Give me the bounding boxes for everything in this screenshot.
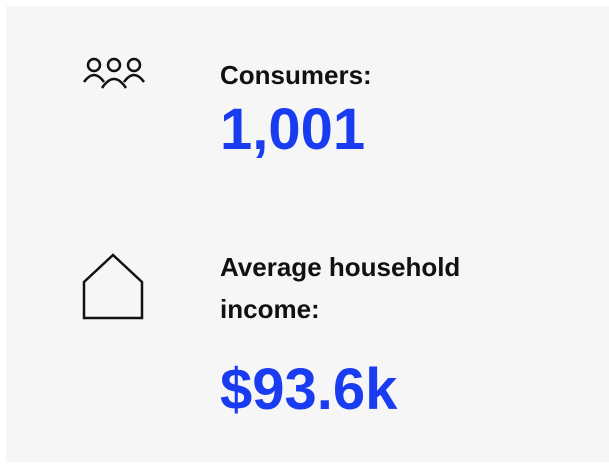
- stat-value: $93.6k: [220, 357, 398, 422]
- stats-card: Consumers: 1,001 Average household incom…: [6, 6, 609, 462]
- stat-label: Consumers:: [220, 60, 372, 90]
- stat-value: 1,001: [220, 97, 366, 162]
- stat-label: Average household income:: [220, 252, 461, 324]
- people-icon: [82, 57, 146, 89]
- house-icon: [82, 253, 144, 320]
